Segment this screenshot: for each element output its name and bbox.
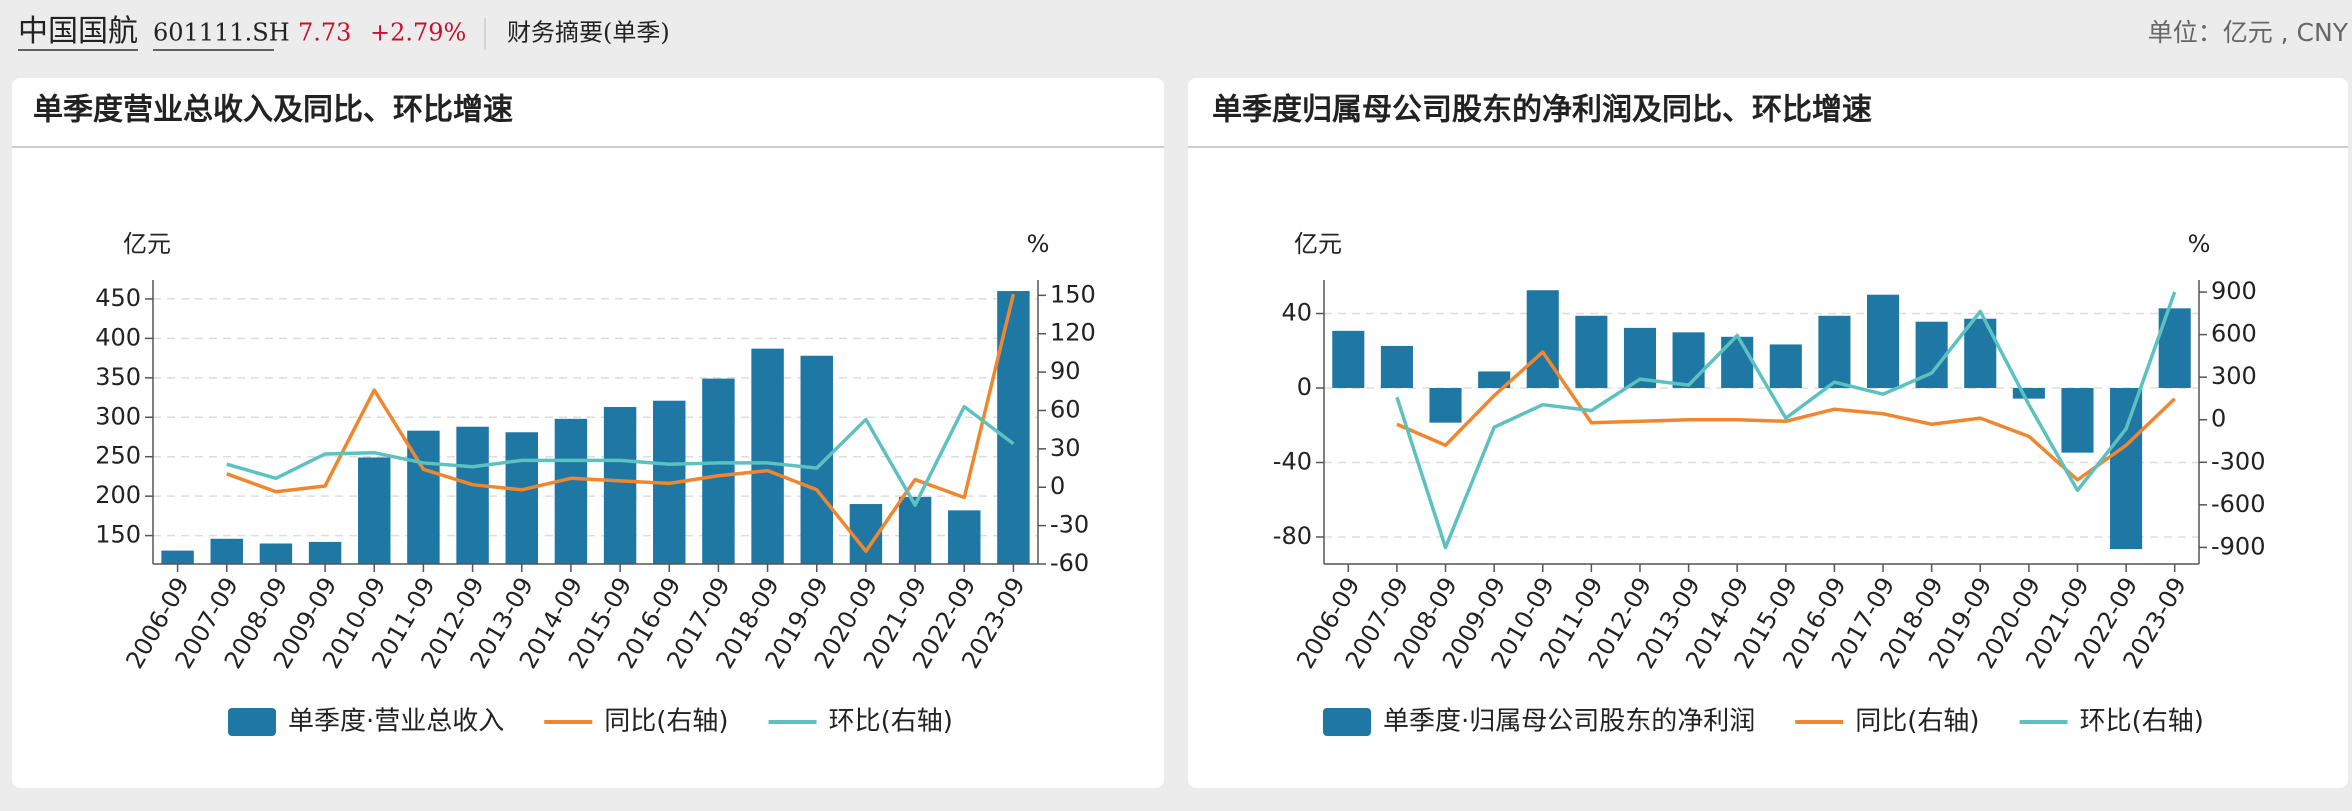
legend-label: 同比(右轴) <box>604 707 728 737</box>
bar <box>1380 345 1413 389</box>
bar <box>2061 388 2094 453</box>
line <box>1395 291 2177 550</box>
bar <box>1769 344 1802 389</box>
bar <box>898 496 932 564</box>
bar <box>1575 315 1608 389</box>
y2-tick-label: 120 <box>1050 319 1096 347</box>
bar <box>358 457 391 564</box>
bar <box>259 543 293 564</box>
bar <box>997 291 1030 564</box>
bar <box>800 355 833 564</box>
y-tick-label: 40 <box>1281 299 1312 327</box>
y2-tick-label: 600 <box>2211 320 2257 348</box>
panel <box>1188 78 2348 788</box>
bar <box>554 418 588 564</box>
stock-name[interactable]: 中国国航 <box>18 14 138 49</box>
bar <box>308 541 342 564</box>
y-tick-label: 300 <box>95 402 141 430</box>
bar <box>1818 315 1851 389</box>
panel <box>12 78 1164 788</box>
bar <box>1866 294 1900 389</box>
panel-title: 单季度营业总收入及同比、环比增速 <box>33 93 513 128</box>
bar <box>210 538 243 564</box>
y-tick-label: 450 <box>95 284 141 312</box>
bar <box>948 510 981 564</box>
y2-tick-label: 0 <box>1050 472 1065 500</box>
bar <box>1478 371 1511 389</box>
line <box>226 293 1016 553</box>
y-tick-label: 200 <box>95 481 141 509</box>
price: 7.73 <box>298 19 351 47</box>
y2-tick-label: 30 <box>1050 434 1081 462</box>
y2-tick-label: -30 <box>1050 511 1089 539</box>
y2-tick-label: 300 <box>2211 362 2257 390</box>
y-tick-label: 250 <box>95 442 141 470</box>
y2-tick-label: -60 <box>1050 549 1089 577</box>
stock-code[interactable]: 601111.SH <box>153 19 290 47</box>
y2-tick-label: 150 <box>1050 280 1096 308</box>
legend-swatch <box>1323 708 1371 736</box>
bar <box>505 432 538 564</box>
y2-tick-label: 60 <box>1050 395 1081 423</box>
y-tick-label: 150 <box>95 521 141 549</box>
legend-label: 同比(右轴) <box>1855 707 1979 737</box>
line <box>1396 350 2176 482</box>
bar <box>603 407 637 564</box>
legend-swatch <box>228 708 276 736</box>
bar <box>1672 332 1705 389</box>
y2-tick-label: 900 <box>2211 277 2257 305</box>
bar <box>1332 330 1365 389</box>
bar <box>702 378 735 564</box>
y-axis-label: 亿元 <box>1294 230 1342 258</box>
y-tick-label: -40 <box>1273 448 1312 476</box>
panel-title: 单季度归属母公司股东的净利润及同比、环比增速 <box>1212 93 1872 128</box>
legend-label: 单季度·归属母公司股东的净利润 <box>1383 707 1755 737</box>
y-tick-label: 400 <box>95 323 141 351</box>
line <box>226 404 1015 507</box>
bar <box>2110 388 2143 550</box>
y2-axis-label: % <box>2188 230 2211 258</box>
y2-axis-label: % <box>1027 230 1050 258</box>
legend-label: 单季度·营业总收入 <box>288 707 504 737</box>
bar <box>456 426 489 564</box>
y2-tick-label: -300 <box>2211 447 2265 475</box>
legend-label: 环比(右轴) <box>829 707 953 737</box>
y2-tick-label: 0 <box>2211 405 2226 433</box>
bar <box>161 550 194 564</box>
section-title: 财务摘要(单季) <box>507 19 670 47</box>
y-tick-label: -80 <box>1273 522 1312 550</box>
bar <box>751 348 784 564</box>
bar <box>1964 318 1997 389</box>
y2-tick-label: -600 <box>2211 490 2265 518</box>
legend-label: 环比(右轴) <box>2080 707 2204 737</box>
y-tick-label: 0 <box>1297 373 1312 401</box>
y2-tick-label: -900 <box>2211 532 2265 560</box>
y2-tick-label: 90 <box>1050 357 1081 385</box>
y-axis-label: 亿元 <box>123 230 171 258</box>
bar <box>1429 388 1462 423</box>
change: +2.79% <box>370 19 466 47</box>
y-tick-label: 350 <box>95 363 141 391</box>
bar <box>1526 290 1559 389</box>
bar <box>2012 388 2045 399</box>
unit: 单位：亿元 , CNY <box>2148 18 2349 47</box>
